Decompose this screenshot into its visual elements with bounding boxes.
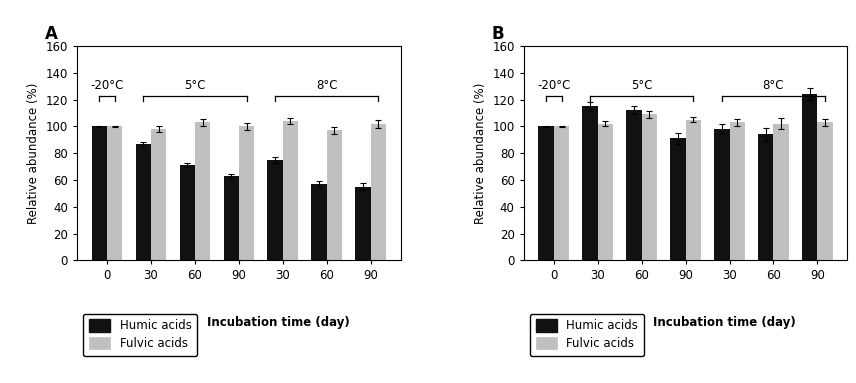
Bar [180, 165, 195, 260]
Bar [327, 130, 342, 260]
Bar [151, 129, 166, 260]
Bar [355, 187, 371, 260]
Legend: Humic acids, Fulvic acids: Humic acids, Fulvic acids [530, 314, 644, 356]
Bar [267, 160, 282, 260]
Bar [554, 126, 569, 260]
Bar [817, 122, 833, 260]
Bar [582, 106, 597, 260]
Bar [312, 184, 327, 260]
Bar [670, 138, 686, 260]
Bar [802, 94, 817, 260]
Bar [774, 124, 789, 260]
Bar [758, 134, 774, 260]
Text: A: A [45, 25, 57, 43]
Legend: Humic acids, Fulvic acids: Humic acids, Fulvic acids [83, 314, 198, 356]
Text: 5°C: 5°C [184, 79, 205, 92]
Bar [729, 122, 745, 260]
Text: -20°C: -20°C [538, 79, 570, 92]
Text: Incubation time (day): Incubation time (day) [653, 316, 796, 329]
Y-axis label: Relative abundance (%): Relative abundance (%) [27, 82, 40, 224]
Bar [642, 114, 657, 260]
Text: 8°C: 8°C [316, 79, 337, 92]
Bar [714, 129, 729, 260]
Bar [239, 126, 254, 260]
Bar [538, 126, 554, 260]
Bar [223, 176, 239, 260]
Bar [92, 126, 107, 260]
Bar [135, 144, 151, 260]
Bar [627, 110, 642, 260]
Text: 5°C: 5°C [631, 79, 652, 92]
Bar [686, 119, 701, 260]
Bar [195, 122, 211, 260]
Bar [371, 124, 386, 260]
Text: -20°C: -20°C [91, 79, 124, 92]
Y-axis label: Relative abundance (%): Relative abundance (%) [473, 82, 487, 224]
Text: B: B [491, 25, 504, 43]
Bar [282, 121, 298, 260]
Bar [597, 124, 613, 260]
Text: Incubation time (day): Incubation time (day) [206, 316, 349, 329]
Bar [107, 126, 122, 260]
Text: 8°C: 8°C [763, 79, 784, 92]
